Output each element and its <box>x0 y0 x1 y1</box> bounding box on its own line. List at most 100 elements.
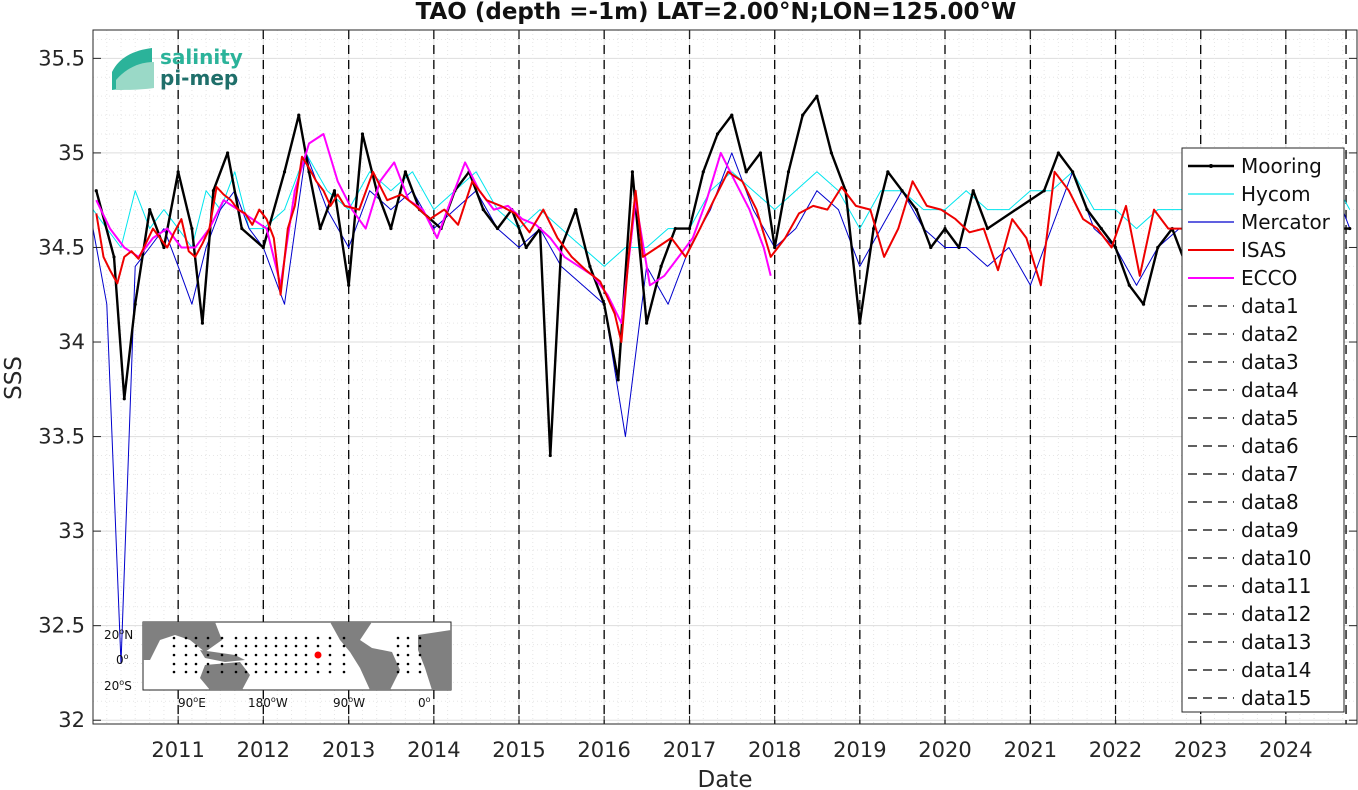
salinity-pimep-logo: salinity pi-mep <box>112 45 243 90</box>
legend-label: data11 <box>1241 574 1312 598</box>
map-dot <box>206 653 210 657</box>
mooring-point <box>701 170 705 174</box>
mooring-point <box>744 170 748 174</box>
land-asia <box>143 622 222 660</box>
y-tick-label: 32 <box>58 708 85 732</box>
legend-label: ECCO <box>1241 266 1297 290</box>
legend-label: data8 <box>1241 490 1299 514</box>
mooring-point <box>801 113 805 117</box>
series-line-isas <box>95 155 1183 343</box>
mooring-point <box>957 245 961 250</box>
map-dot <box>172 662 176 666</box>
mooring-point <box>176 170 180 174</box>
map-dot <box>316 644 320 648</box>
map-dot <box>418 670 422 674</box>
map-dot <box>194 653 198 657</box>
mooring-point <box>1085 208 1089 212</box>
mooring-point <box>559 245 563 250</box>
map-dot <box>274 644 278 648</box>
map-lon-label-90e: 90oE <box>178 695 206 710</box>
legend-label: Mercator <box>1241 210 1331 234</box>
map-dot <box>406 636 410 640</box>
map-dot <box>234 636 238 640</box>
map-dot <box>418 662 422 666</box>
mooring-point <box>211 189 215 193</box>
map-dot <box>244 670 248 674</box>
map-dot <box>304 662 308 666</box>
map-dot <box>194 636 198 640</box>
map-dot <box>342 653 346 657</box>
map-dot <box>406 670 410 674</box>
map-dot <box>254 636 258 640</box>
mooring-point <box>162 245 166 250</box>
map-dot <box>234 644 238 648</box>
map-dot <box>220 636 224 640</box>
x-tick-label: 2013 <box>322 738 375 762</box>
x-tick-label: 2015 <box>492 738 545 762</box>
map-dot <box>172 636 176 640</box>
map-lon-label-90w: 90oW <box>333 695 365 710</box>
legend-label: data5 <box>1241 406 1299 430</box>
y-tick-label: 35 <box>58 141 85 165</box>
map-dot <box>418 636 422 640</box>
legend-label: data15 <box>1241 686 1312 710</box>
y-tick-label: 33.5 <box>38 425 85 449</box>
map-dot <box>220 653 224 657</box>
mooring-point <box>900 189 904 193</box>
mooring-point <box>659 264 663 268</box>
mooring-point <box>122 397 126 401</box>
mooring-point <box>332 189 337 193</box>
map-dot <box>194 670 198 674</box>
mooring-point <box>112 255 116 259</box>
legend-label: data13 <box>1241 630 1312 654</box>
mooring-point <box>588 264 592 268</box>
mooring-point <box>971 189 975 193</box>
legend-label: data1 <box>1241 294 1299 318</box>
chart-title: TAO (depth =-1m) LAT=2.00°N;LON=125.00°W <box>416 0 1017 25</box>
y-ticks: 32 32.5 33 33.5 34 34.5 35 35.5 <box>38 46 1357 732</box>
map-dot <box>396 636 400 640</box>
mooring-point <box>200 321 205 325</box>
map-dot <box>220 670 224 674</box>
map-dot <box>244 662 248 666</box>
mooring-point <box>1056 151 1060 155</box>
legend-label: ISAS <box>1241 238 1286 262</box>
map-dot <box>342 644 346 648</box>
mooring-point <box>1348 226 1352 231</box>
x-tick-label: 2019 <box>833 738 886 762</box>
y-tick-label: 35.5 <box>38 46 85 70</box>
logo-text-salinity: salinity <box>160 45 243 69</box>
x-tick-label: 2012 <box>237 738 290 762</box>
mooring-point <box>829 151 833 155</box>
x-tick-label: 2016 <box>577 738 630 762</box>
mooring-point <box>687 226 692 231</box>
mooring-point <box>1156 245 1160 250</box>
x-axis-label: Date <box>698 767 753 790</box>
map-dot <box>284 653 288 657</box>
map-dot <box>274 662 278 666</box>
x-tick-label: 2011 <box>151 738 204 762</box>
x-tick-label: 2018 <box>748 738 801 762</box>
logo-waves-2 <box>116 62 154 90</box>
map-dot <box>304 636 308 640</box>
mooring-point <box>94 189 98 193</box>
legend-label: data7 <box>1241 462 1299 486</box>
mooring-point <box>360 132 365 136</box>
map-dot <box>234 653 238 657</box>
legend-label: data14 <box>1241 658 1312 682</box>
mooring-point <box>773 245 777 250</box>
mooring-point <box>226 151 230 155</box>
mooring-point <box>240 226 244 231</box>
map-dot <box>264 662 268 666</box>
land-americas <box>330 622 400 690</box>
map-dot <box>418 644 422 648</box>
map-dot <box>264 653 268 657</box>
mooring-point <box>943 226 947 231</box>
mooring-point <box>985 226 990 231</box>
map-dot <box>294 653 298 657</box>
map-dot <box>328 636 332 640</box>
x-tick-label: 2023 <box>1174 738 1227 762</box>
x-tick-label: 2022 <box>1089 738 1142 762</box>
map-lat-label-20s: 20oS <box>104 678 132 693</box>
mooring-point <box>190 226 194 231</box>
